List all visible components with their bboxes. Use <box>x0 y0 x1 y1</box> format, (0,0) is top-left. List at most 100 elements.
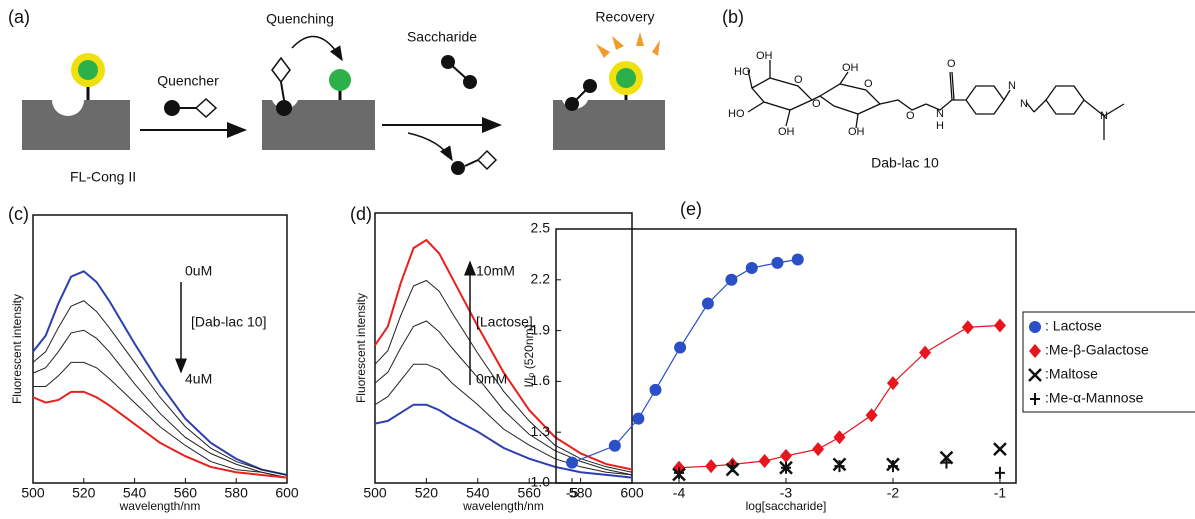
panel-label: (c) <box>8 204 29 224</box>
atom: HO <box>734 66 751 78</box>
chart: (d) wavelength/nm Fluorescent intensity 500… <box>350 204 644 513</box>
atom: O <box>906 110 915 122</box>
atom: OH <box>778 126 795 138</box>
figure: (a) FL-Cong II Quencher Quenching Saccha… <box>0 0 1195 519</box>
atom: H <box>936 120 944 132</box>
marker <box>887 376 899 390</box>
marker <box>919 346 931 360</box>
marker <box>1029 321 1041 333</box>
atom: OH <box>756 50 773 62</box>
y-tick-label: 1.0 <box>531 474 551 490</box>
x-tick-label: 520 <box>72 485 96 501</box>
marker <box>771 257 783 269</box>
atom: N <box>936 108 944 120</box>
atom: O <box>947 58 956 70</box>
x-axis-label: log[saccharide] <box>746 499 827 513</box>
y-tick-label: 2.5 <box>531 220 551 236</box>
legend-label: : Lactose <box>1045 318 1102 334</box>
x-tick-label: 600 <box>275 485 299 501</box>
y-axis-label: Fluorescent intensity <box>354 293 368 403</box>
marker <box>759 454 771 468</box>
x-tick-label: 540 <box>466 485 490 501</box>
marker <box>746 262 758 274</box>
scheme: (a) FL-Cong II Quencher Quenching Saccha… <box>8 7 665 185</box>
legend-label: :Me-α-Mannose <box>1045 390 1144 406</box>
marker <box>632 413 644 425</box>
marker <box>833 430 845 444</box>
panel-label: (b) <box>722 7 744 27</box>
x-tick-label: -2 <box>887 485 900 501</box>
atom: O <box>812 98 821 110</box>
step-label: Saccharide <box>407 29 477 45</box>
y-tick-label: 1.3 <box>531 423 551 439</box>
annotation: 0mM <box>476 371 507 387</box>
marker <box>994 443 1006 455</box>
x-axis-label: wavelength/nm <box>462 499 544 513</box>
protein <box>22 100 130 150</box>
spectrum <box>375 405 632 478</box>
legend-label: :Me-β-Galactose <box>1045 342 1149 358</box>
chart: (e)log[saccharide]I/I₀ (520nm)-5-4-3-2-1… <box>522 199 1195 513</box>
x-tick-label: 500 <box>21 485 45 501</box>
marker <box>705 459 717 473</box>
x-tick-label: -5 <box>566 485 579 501</box>
x-axis-label: wavelength/nm <box>119 499 201 513</box>
marker <box>995 467 1005 479</box>
y-tick-label: 2.2 <box>531 271 551 287</box>
atom: N <box>1100 110 1108 122</box>
x-tick-label: 560 <box>174 485 198 501</box>
plot-frame <box>375 213 632 483</box>
atom: N <box>1020 98 1028 110</box>
atom: HO <box>728 108 745 120</box>
panel-label: (d) <box>350 204 372 224</box>
x-tick-label: 500 <box>363 485 387 501</box>
annotation: 10mM <box>476 263 515 279</box>
marker <box>649 384 661 396</box>
spectrum <box>33 330 287 477</box>
panel-label: (a) <box>8 7 30 27</box>
atom: O <box>794 74 803 86</box>
structure: (b) HO OH HO OH O O OH OH O O N H O N N … <box>722 7 1124 171</box>
legend-label: :Maltose <box>1045 366 1098 382</box>
marker <box>866 408 878 422</box>
annotation: 4uM <box>185 371 212 387</box>
x-tick-label: -1 <box>994 485 1007 501</box>
spectrum <box>33 271 287 475</box>
annotation: 0uM <box>185 263 212 279</box>
atom: OH <box>842 62 859 74</box>
x-tick-label: 600 <box>620 485 644 501</box>
atom: N <box>1008 80 1016 92</box>
step-label: Quencher <box>157 73 219 89</box>
marker <box>812 442 824 456</box>
marker <box>941 457 951 469</box>
marker <box>566 457 578 469</box>
x-tick-label: -4 <box>673 485 686 501</box>
y-tick-label: 1.9 <box>531 321 551 337</box>
x-tick-label: -3 <box>780 485 793 501</box>
page: {"scheme":{"label":"(a)","quencher":"Que… <box>0 0 1195 519</box>
fit-line <box>679 326 1000 468</box>
chart: (c) wavelength/nm Fluorescent intensity 500… <box>8 204 299 513</box>
marker <box>702 298 714 310</box>
y-tick-label: 1.6 <box>531 372 551 388</box>
y-axis-label: Fluorescent intensity <box>10 294 24 404</box>
marker <box>609 440 621 452</box>
marker <box>674 342 686 354</box>
marker <box>994 319 1006 333</box>
annotation: [Dab-lac 10] <box>191 314 266 330</box>
spectrum <box>33 362 287 477</box>
atom: O <box>864 78 873 90</box>
atom: OH <box>848 126 865 138</box>
panel-label: (e) <box>680 199 702 219</box>
x-tick-label: 540 <box>123 485 147 501</box>
plot-frame <box>556 229 1016 483</box>
spectrum <box>375 321 632 475</box>
protein-label: FL-Cong II <box>70 169 136 185</box>
fit-line <box>572 259 798 462</box>
marker <box>792 253 804 265</box>
marker <box>780 449 792 463</box>
marker <box>725 274 737 286</box>
x-tick-label: 580 <box>225 485 249 501</box>
marker <box>962 320 974 334</box>
compound-name: Dab-lac 10 <box>871 155 939 171</box>
